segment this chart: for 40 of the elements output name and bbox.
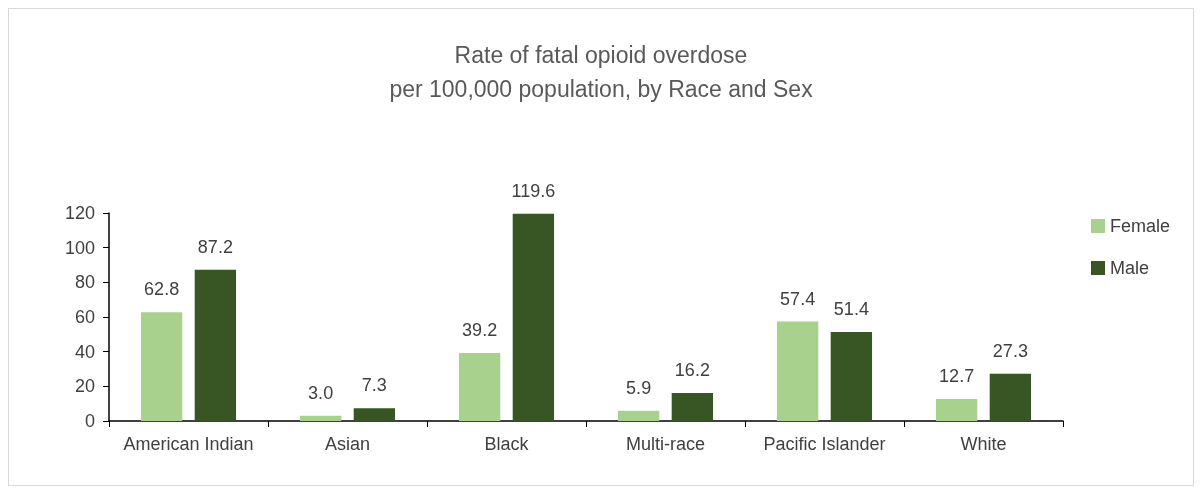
bar (989, 373, 1032, 421)
x-tick-label: Multi-race (625, 434, 706, 454)
bar (299, 415, 342, 421)
bar (194, 269, 237, 421)
y-tick-label: 100 (64, 237, 95, 258)
data-label: 39.2 (462, 320, 498, 341)
x-tick-label: American Indian (123, 434, 254, 454)
y-tick-label: 120 (64, 203, 95, 223)
y-tick-label: 20 (74, 376, 95, 397)
x-tick-label: Asian (324, 434, 371, 454)
data-label: 57.4 (780, 288, 816, 309)
bar (140, 312, 183, 421)
bar (671, 392, 714, 421)
data-label: 7.3 (361, 375, 387, 396)
y-tick-label: 60 (74, 307, 95, 327)
y-tick-label: 80 (74, 272, 95, 293)
data-label: 119.6 (511, 180, 556, 201)
data-label: 16.2 (674, 359, 710, 380)
bar (617, 410, 660, 421)
data-label: 12.7 (939, 365, 975, 386)
chart-title: Rate of fatal opioid overdose per 100,000 population, by Race and Sex (389, 42, 814, 102)
data-label: 3.0 (308, 382, 334, 403)
bar (353, 408, 396, 421)
data-label: 51.4 (833, 298, 869, 319)
x-tick-label: Black (484, 434, 530, 454)
y-tick-label: 40 (74, 341, 95, 362)
data-label: 87.2 (197, 236, 233, 257)
x-tick-label: White (960, 434, 1007, 454)
bar (512, 213, 555, 421)
data-label: 62.8 (144, 279, 180, 300)
legend-label: Male (1109, 258, 1149, 278)
data-label: 27.3 (992, 340, 1028, 361)
bar (830, 331, 873, 421)
bar (776, 321, 819, 421)
bar (935, 398, 978, 421)
y-tick-label: 0 (84, 411, 95, 431)
data-label: 5.9 (626, 377, 652, 398)
legend-label: Female (1109, 216, 1171, 236)
x-tick-label: Pacific Islander (763, 434, 886, 454)
bar (458, 353, 501, 421)
